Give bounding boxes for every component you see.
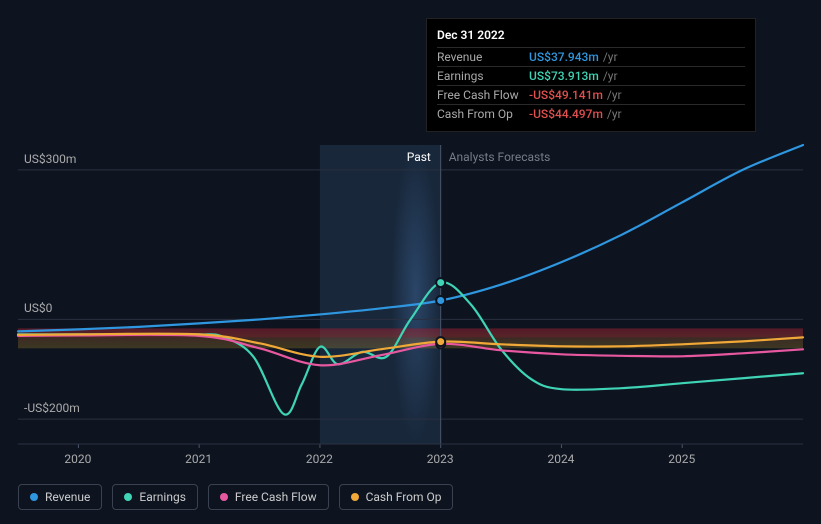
legend-dot (351, 493, 359, 501)
legend-dot (124, 493, 132, 501)
legend-label: Earnings (139, 490, 186, 504)
x-tick-label: 2020 (64, 452, 91, 466)
tooltip-value: US$73.913m (529, 69, 599, 83)
tooltip-unit: /yr (607, 107, 622, 121)
legend-item-cash-from-op[interactable]: Cash From Op (339, 484, 454, 510)
tooltip-row: Free Cash Flow-US$49.141m/yr (437, 85, 745, 104)
y-tick-label: US$300m (24, 152, 76, 166)
legend-label: Revenue (45, 490, 90, 504)
marker-cfo (436, 337, 445, 346)
legend-label: Free Cash Flow (235, 490, 317, 504)
tooltip-row: Cash From Op-US$44.497m/yr (437, 104, 745, 123)
tooltip-label: Cash From Op (437, 107, 529, 121)
y-tick-label: -US$200m (24, 401, 80, 415)
financial-chart: US$300m US$0 -US$200m 2020 2021 2022 2023 2024… (0, 0, 821, 524)
marker-revenue (436, 296, 445, 305)
past-label: Past (407, 150, 431, 164)
tooltip-unit: /yr (603, 69, 618, 83)
tooltip-label: Earnings (437, 69, 529, 83)
y-tick-label: US$0 (24, 301, 52, 315)
legend-dot (30, 493, 38, 501)
tooltip-label: Revenue (437, 50, 529, 64)
x-tick-label: 2024 (547, 452, 574, 466)
tooltip-unit: /yr (603, 50, 618, 64)
legend-item-free-cash-flow[interactable]: Free Cash Flow (208, 484, 329, 510)
tooltip-value: US$37.943m (529, 50, 599, 64)
forecast-label: Analysts Forecasts (449, 150, 551, 164)
tooltip-label: Free Cash Flow (437, 88, 529, 102)
legend-item-revenue[interactable]: Revenue (18, 484, 102, 510)
tooltip-value: -US$49.141m (529, 88, 603, 102)
tooltip-row: RevenueUS$37.943m/yr (437, 47, 745, 66)
tooltip-row: EarningsUS$73.913m/yr (437, 66, 745, 85)
x-tick-label: 2022 (306, 452, 333, 466)
legend-item-earnings[interactable]: Earnings (112, 484, 198, 510)
x-tick-label: 2023 (427, 452, 454, 466)
hover-tooltip: Dec 31 2022 RevenueUS$37.943m/yrEarnings… (426, 18, 756, 132)
marker-earnings (436, 278, 445, 287)
x-tick-label: 2021 (185, 452, 212, 466)
legend: Revenue Earnings Free Cash Flow Cash From O… (18, 484, 453, 510)
legend-label: Cash From Op (366, 490, 442, 504)
tooltip-unit: /yr (607, 88, 622, 102)
tooltip-date: Dec 31 2022 (437, 25, 745, 47)
tooltip-value: -US$44.497m (529, 107, 603, 121)
legend-dot (220, 493, 228, 501)
x-tick-label: 2025 (668, 452, 695, 466)
